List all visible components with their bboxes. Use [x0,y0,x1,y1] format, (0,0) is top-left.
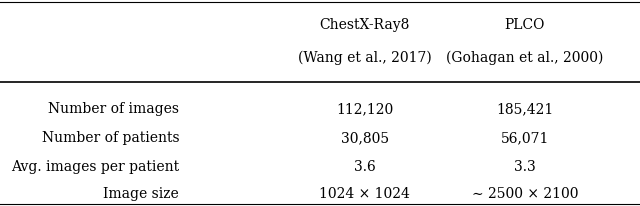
Text: (Gohagan et al., 2000): (Gohagan et al., 2000) [446,50,604,65]
Text: (Wang et al., 2017): (Wang et al., 2017) [298,50,431,65]
Text: 56,071: 56,071 [500,131,549,145]
Text: PLCO: PLCO [504,18,545,32]
Text: 112,120: 112,120 [336,102,394,116]
Text: ChestX-Ray8: ChestX-Ray8 [319,18,410,32]
Text: Image size: Image size [104,187,179,201]
Text: ∼ 2500 × 2100: ∼ 2500 × 2100 [472,187,578,201]
Text: 3.3: 3.3 [514,160,536,174]
Text: 3.6: 3.6 [354,160,376,174]
Text: 30,805: 30,805 [340,131,389,145]
Text: 1024 × 1024: 1024 × 1024 [319,187,410,201]
Text: Number of patients: Number of patients [42,131,179,145]
Text: Avg. images per patient: Avg. images per patient [11,160,179,174]
Text: 185,421: 185,421 [496,102,554,116]
Text: Number of images: Number of images [48,102,179,116]
